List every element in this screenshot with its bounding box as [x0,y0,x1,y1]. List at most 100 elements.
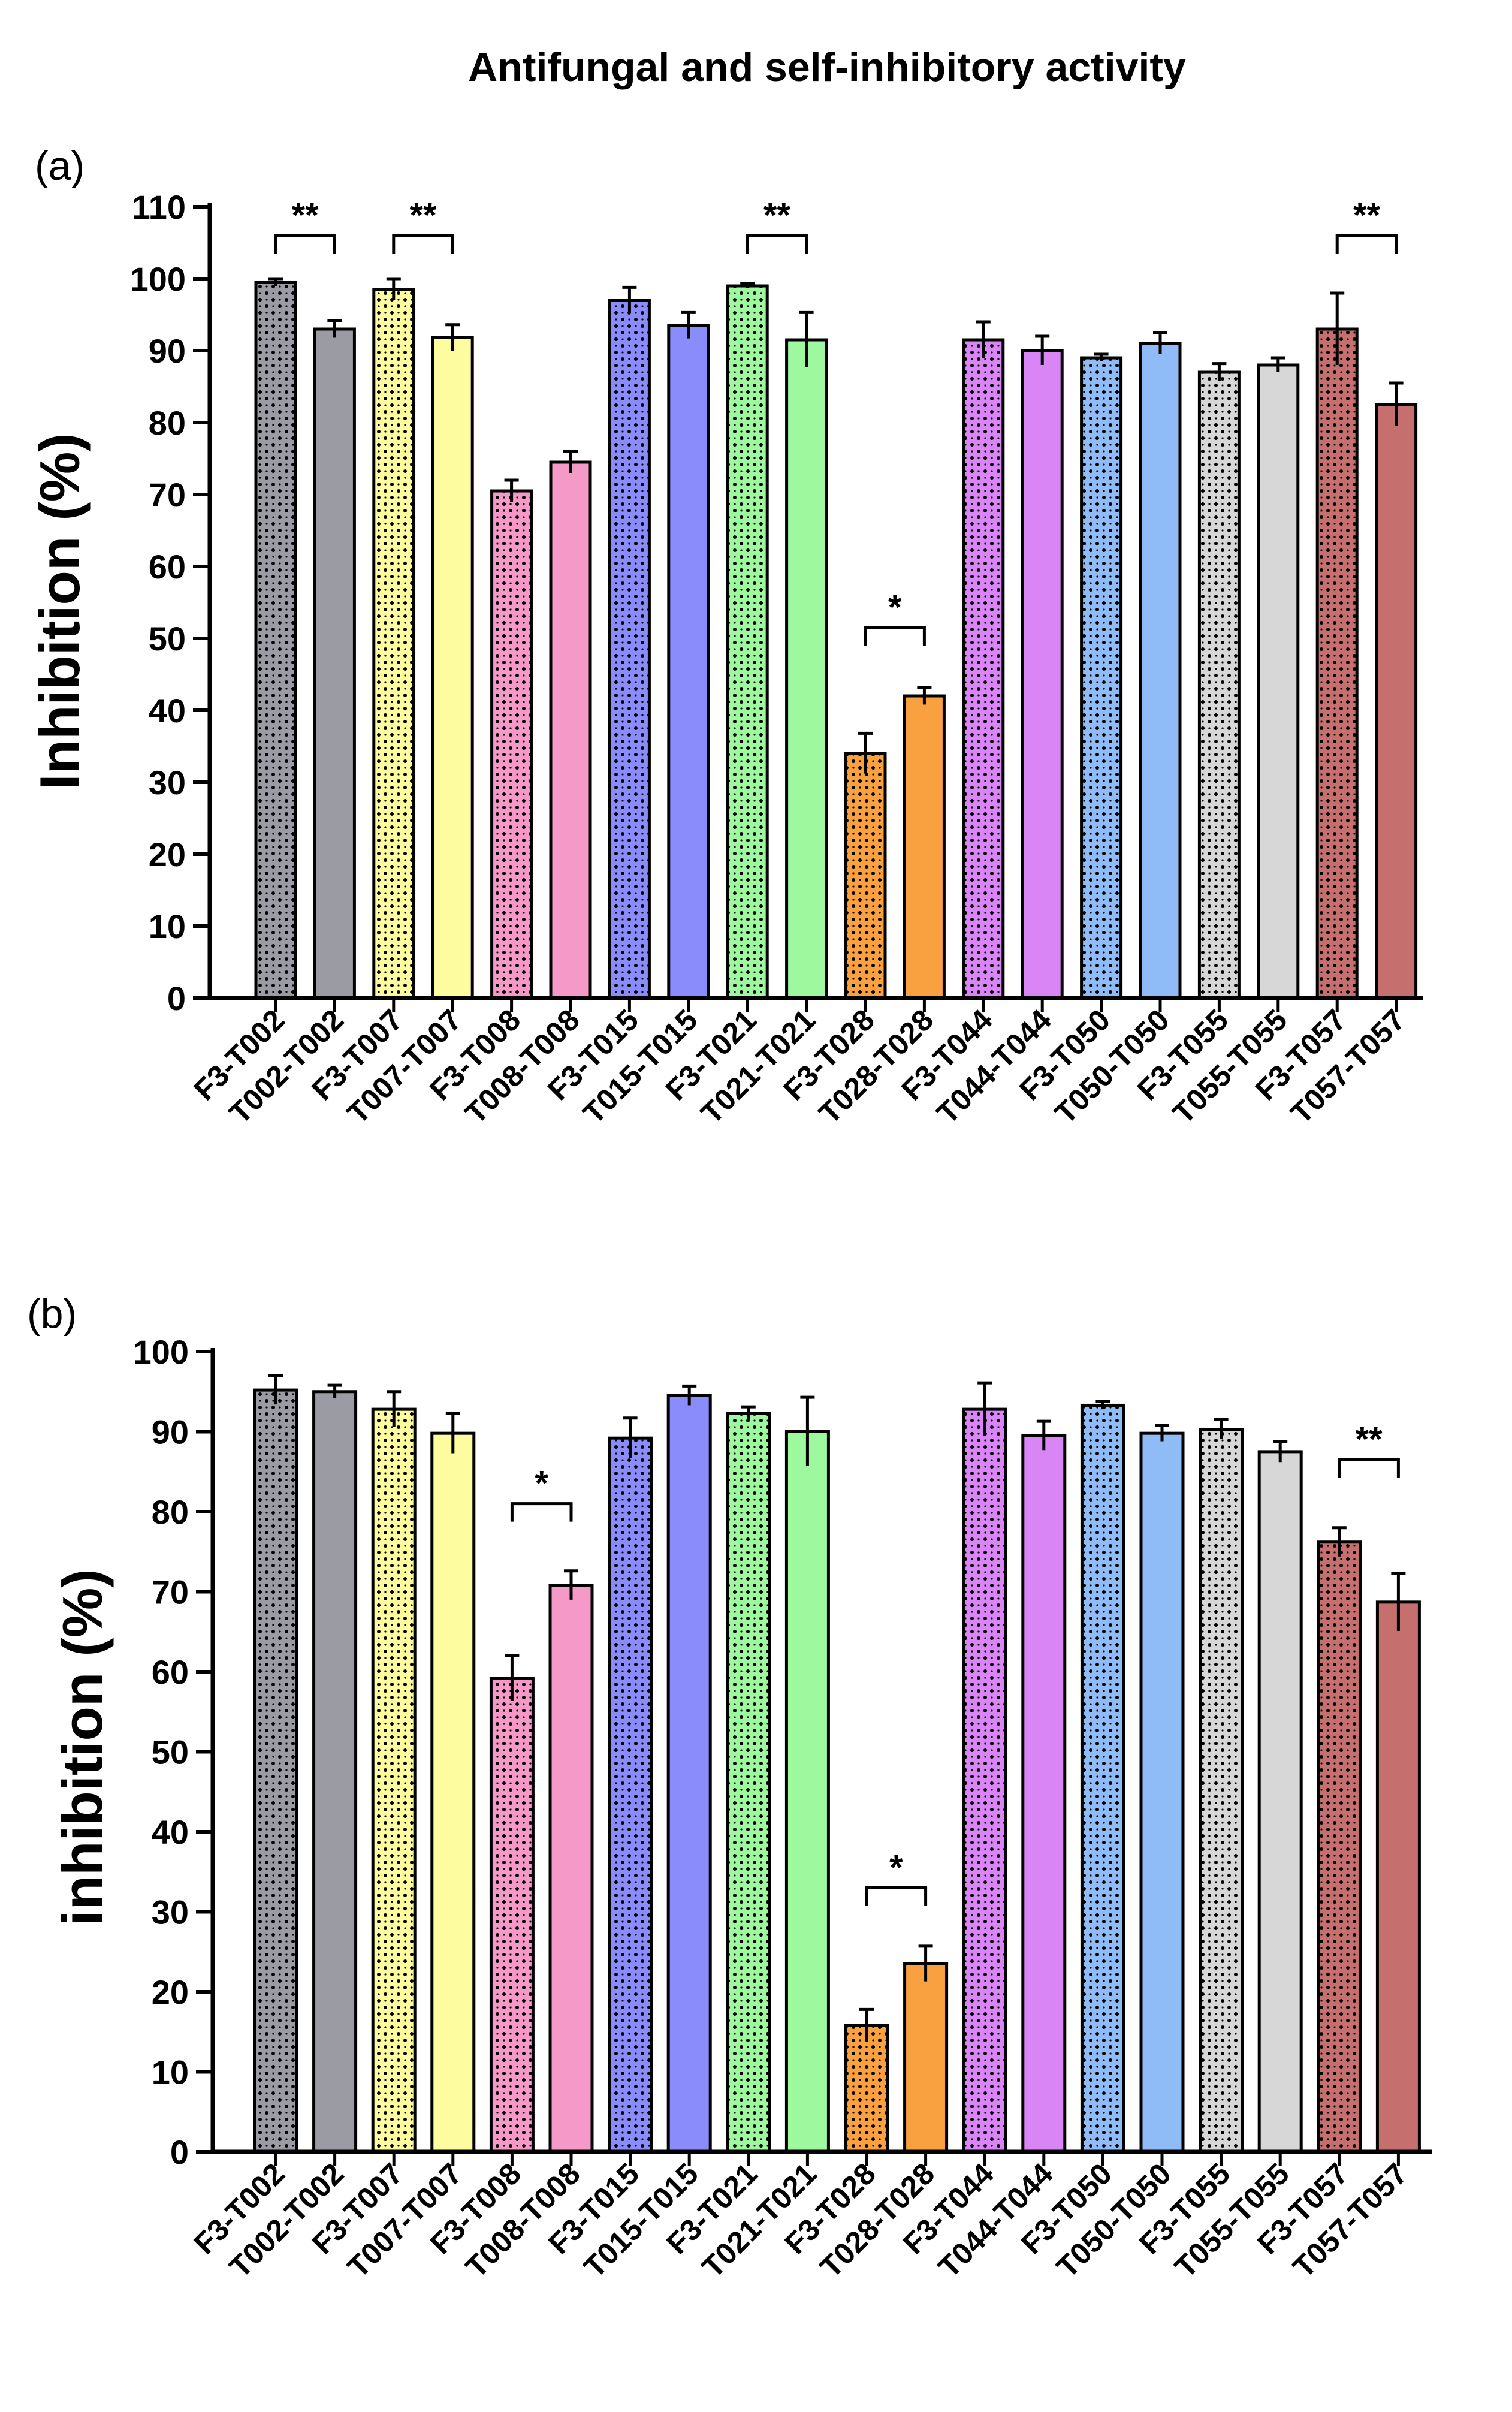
bar-f3-t021 [726,1412,771,2154]
bar-fill [1141,1433,1183,2152]
bar-dot-overlay [373,290,414,998]
error-bar-t021-t021 [799,310,814,367]
error-bar-t015-t015 [682,1384,697,1406]
significance-label: ** [1353,196,1381,235]
y-tick-label: 90 [152,1413,189,1451]
significance-label: ** [292,196,319,235]
significance-bracket: * [865,1848,928,1906]
error-bar-f3-t021 [740,282,755,288]
error-bar-f3-t050 [1095,1400,1110,1410]
bar-fill [1022,1436,1065,2152]
bar-t007-t007 [430,1431,476,2154]
significance-label: * [888,588,902,627]
bar-f3-t055 [1197,370,1241,1000]
bar-dot-overlay [1200,1429,1242,2152]
bar-fill [904,696,944,998]
bar-t002-t002 [312,1390,358,2154]
error-bar-f3-t057 [1332,1526,1347,1557]
y-tick-label: 100 [130,260,186,298]
y-tick-label: 10 [149,907,186,945]
bar-fill [1022,351,1063,998]
bar-fill [431,1433,474,2152]
bar-f3-t015 [608,299,651,1000]
bar-t021-t021 [785,338,828,1000]
bar-t050-t050 [1139,342,1182,1000]
bar-f3-t021 [726,284,769,1000]
significance-label: * [889,1848,903,1887]
y-tick-label: 20 [152,1973,189,2011]
bar-f3-t002 [254,281,297,1000]
significance-bracket: ** [392,196,454,254]
bar-f3-t050 [1080,356,1123,1000]
bar-dot-overlay [373,1409,415,2152]
bar-f3-t028 [844,752,887,1000]
bar-f3-t057 [1317,1540,1362,2154]
error-bar-f3-t002 [268,1374,283,1405]
y-tick-label: 70 [149,476,186,514]
bar-f3-t044 [962,338,1005,1000]
bar-dot-overlay [609,1438,651,2152]
error-bar-t007-t007 [445,1412,460,1454]
bar-fill [786,1431,829,2152]
error-bar-t002-t002 [327,1383,342,1398]
y-tick-label: 90 [149,332,186,370]
error-bar-f3-t007 [387,1390,402,1427]
significance-bracket: ** [274,196,336,254]
bar-dot-overlay [728,286,768,998]
error-bar-t044-t044 [1036,1419,1051,1451]
bar-t057-t057 [1375,403,1418,1000]
error-bar-t002-t002 [327,319,342,338]
y-tick-label: 40 [149,692,186,729]
significance-label: ** [1356,1420,1383,1459]
y-tick-label: 100 [133,1333,189,1371]
bar-f3-t008 [489,1677,535,2154]
bar-f3-t002 [253,1388,298,2154]
error-bar-t028-t028 [917,686,932,705]
bar-t044-t044 [1021,349,1064,1000]
bar-dot-overlay [609,300,650,998]
bar-fill [668,1395,711,2152]
error-bar-t008-t008 [564,1569,578,1600]
error-bar-t057-t057 [1389,381,1404,426]
bar-dot-overlay [255,1390,297,2152]
y-tick-label: 110 [132,188,186,226]
bracket-line [510,1502,573,1522]
bar-dot-overlay [1317,329,1357,998]
y-tick-label: 80 [152,1493,189,1531]
significance-bracket: ** [1335,196,1398,254]
y-tick-label: 0 [167,979,186,1017]
error-bar-f3-t021 [741,1405,756,1420]
panel-a-y-axis-title: Inhibition (%) [28,433,91,789]
bar-f3-t007 [372,288,415,1000]
error-bar-f3-t008 [505,1654,520,1701]
bracket-line [746,234,808,254]
error-bar-f3-t015 [623,1416,638,1458]
y-tick-label: 30 [149,764,186,801]
error-bar-t057-t057 [1391,1572,1406,1631]
y-tick-label: 70 [152,1573,189,1611]
bar-fill [551,462,590,998]
bar-fill [1376,405,1416,998]
error-bar-t050-t050 [1155,1424,1169,1442]
bar-dot-overlay [256,282,295,998]
error-bar-f3-t015 [622,285,637,313]
bar-t015-t015 [666,1394,712,2154]
y-tick-label: 60 [149,548,186,586]
bar-t028-t028 [903,1962,949,2154]
error-bar-t050-t050 [1153,331,1167,354]
bar-dot-overlay [964,1409,1006,2152]
bar-fill [315,329,355,998]
bar-t008-t008 [549,460,592,1000]
bar-t007-t007 [431,336,474,1000]
bar-fill [1259,1451,1302,2152]
significance-bracket: ** [746,196,808,254]
bar-dot-overlay [846,2025,888,2152]
bar-dot-overlay [1081,358,1121,998]
bar-t055-t055 [1257,363,1300,1000]
bar-t050-t050 [1139,1431,1185,2154]
y-tick-label: 0 [170,2133,189,2171]
error-bar-t055-t055 [1270,356,1285,372]
panel-b-y-axis-title: inhibition (%) [51,1569,114,1925]
bar-t044-t044 [1021,1434,1067,2154]
bracket-line [1338,1458,1400,1478]
